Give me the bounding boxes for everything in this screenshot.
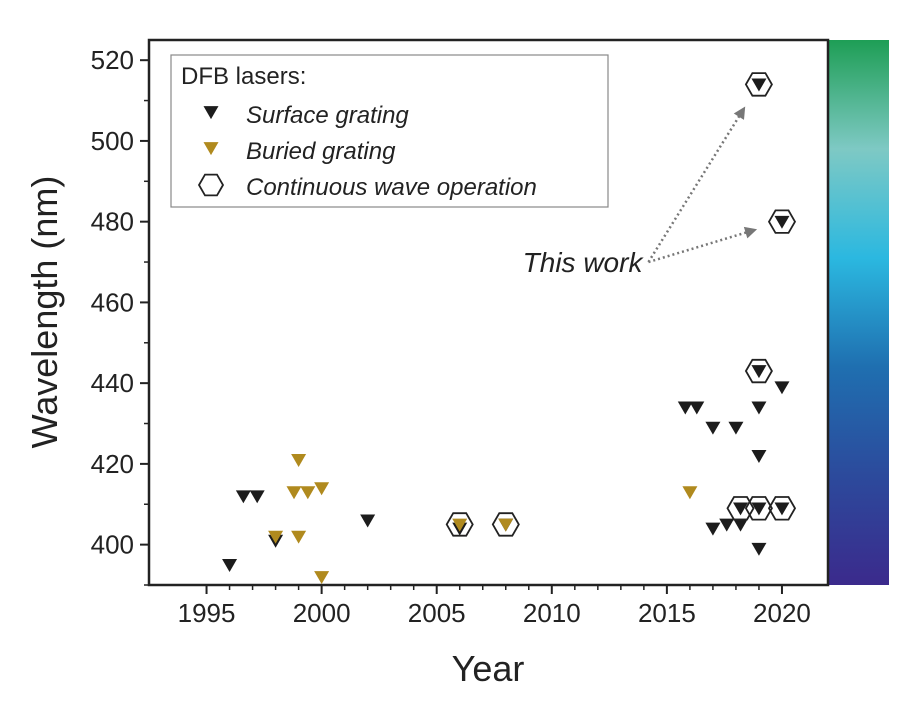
wavelength-colorbar	[828, 40, 889, 585]
buried-grating-point	[498, 518, 514, 532]
cw-operation-marker	[767, 209, 797, 234]
y-tick-label: 440	[91, 368, 134, 398]
surface-grating-point	[705, 522, 721, 536]
y-tick-label: 460	[91, 287, 134, 317]
x-tick-label: 2020	[753, 598, 811, 628]
data-marks	[222, 72, 797, 585]
legend-item-label: Surface grating	[246, 102, 409, 129]
y-axis-title: Wavelength (nm)	[24, 176, 65, 449]
annotation-arrowhead	[733, 106, 746, 120]
surface-grating-point	[249, 490, 265, 504]
surface-grating-point	[751, 449, 767, 463]
annotation-arrowhead	[743, 226, 758, 239]
surface-grating-point	[235, 490, 251, 504]
x-tick-label: 2010	[523, 598, 581, 628]
surface-grating-point	[222, 558, 238, 572]
annotation-arrow	[647, 112, 743, 263]
legend-title: DFB lasers:	[181, 63, 306, 90]
cw-operation-marker	[767, 496, 797, 521]
y-tick-label: 520	[91, 45, 134, 75]
buried-grating-point	[300, 486, 316, 500]
surface-grating-point	[774, 502, 790, 516]
surface-grating-point	[751, 365, 767, 379]
cw-operation-marker	[744, 72, 773, 97]
buried-grating-point	[291, 454, 307, 467]
surface-grating-point	[728, 421, 744, 435]
surface-grating-point	[751, 78, 767, 92]
cw-operation-marker	[744, 358, 773, 384]
legend-triangle-icon	[203, 106, 219, 120]
surface-grating-point	[774, 215, 790, 229]
surface-grating-point	[705, 421, 721, 435]
y-tick-label: 400	[91, 530, 134, 560]
x-tick-label: 2000	[293, 598, 351, 628]
surface-grating-point	[751, 401, 767, 415]
legend-hexagon-icon	[197, 173, 225, 197]
x-axis-title: Year	[452, 648, 525, 689]
annotations: This work	[523, 106, 758, 278]
surface-grating-point	[689, 401, 705, 415]
y-tick-label: 420	[91, 449, 134, 479]
annotation-text: This work	[523, 247, 645, 278]
y-tick-label: 500	[91, 126, 134, 156]
buried-grating-point	[286, 486, 302, 500]
axis-ticks: 1995 2000 2005 2010 2015 2020 400 420 440 460 480 5…	[91, 45, 811, 628]
colorbar-strip	[828, 40, 889, 585]
buried-grating-point	[682, 486, 698, 500]
legend: DFB lasers: Surface grating Buried grating…	[170, 54, 609, 208]
plot-frame	[147, 38, 830, 587]
buried-grating-point	[452, 518, 468, 532]
cw-operation-marker	[726, 496, 755, 521]
surface-grating-point	[719, 518, 735, 532]
surface-grating-point	[751, 502, 767, 516]
legend-triangle-icon	[203, 142, 219, 156]
y-tick-label: 480	[91, 207, 134, 237]
buried-grating-point	[268, 530, 284, 544]
x-tick-label: 2015	[638, 598, 696, 628]
surface-grating-point	[733, 518, 749, 532]
legend-box	[170, 54, 609, 208]
legend-item-label: Continuous wave operation	[246, 174, 537, 201]
buried-grating-point	[291, 530, 307, 544]
x-tick-label: 1995	[178, 598, 236, 628]
x-tick-label: 2005	[408, 598, 466, 628]
surface-grating-point	[360, 514, 376, 528]
buried-grating-point	[314, 482, 330, 496]
cw-operation-marker	[744, 496, 773, 521]
cw-operation-marker	[491, 512, 520, 537]
surface-grating-point	[733, 502, 749, 516]
surface-grating-point	[677, 401, 693, 415]
buried-grating-point	[314, 571, 330, 585]
cw-operation-marker	[445, 512, 474, 537]
surface-grating-point	[751, 542, 767, 556]
surface-grating-point	[774, 381, 790, 395]
legend-item-label: Buried grating	[246, 138, 396, 165]
